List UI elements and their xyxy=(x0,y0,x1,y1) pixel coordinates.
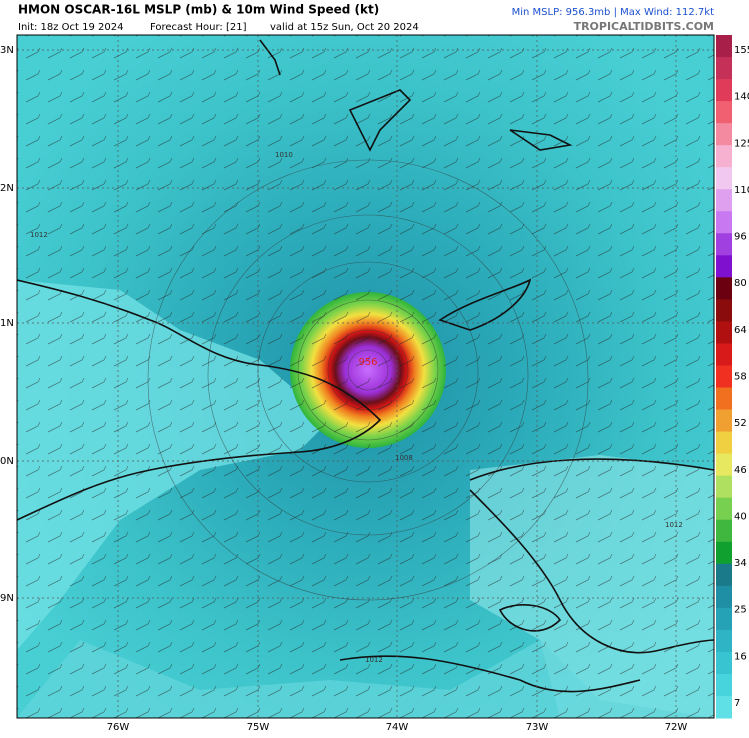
colorbar-cell xyxy=(716,431,732,455)
x-axis-label: 76W xyxy=(107,722,130,733)
colorbar-cell xyxy=(716,299,732,322)
colorbar-cell xyxy=(716,211,732,234)
colorbar-cell xyxy=(716,541,732,565)
map-frame xyxy=(16,34,715,719)
colorbar-cell xyxy=(716,35,732,58)
colorbar-label: 110 xyxy=(734,185,749,196)
x-axis-label: 75W xyxy=(247,722,270,733)
colorbar-cell xyxy=(716,387,732,411)
colorbar-label: 125 xyxy=(734,138,749,149)
colorbar-cell xyxy=(716,585,732,609)
y-axis-label: 1N xyxy=(0,318,14,329)
y-axis-label: 9N xyxy=(0,593,14,604)
colorbar-cell xyxy=(716,233,732,256)
colorbar-cell xyxy=(716,57,732,80)
colorbar-cell xyxy=(716,475,732,499)
isobar-label: 1010 xyxy=(275,151,293,159)
colorbar-cell xyxy=(716,695,732,719)
colorbar-cell xyxy=(716,321,732,344)
colorbar-label: 52 xyxy=(734,418,747,429)
forecast-hour: Forecast Hour: [21] xyxy=(150,22,247,33)
valid-time: valid at 15z Sun, Oct 20 2024 xyxy=(270,22,419,33)
isobars xyxy=(147,159,589,601)
y-axis-label: 0N xyxy=(0,456,14,467)
colorbar: 155 140 125 110 96 80 64 58 52 46 40 34 25 16 7 xyxy=(716,35,749,719)
init: Init: 18z Oct 19 2024 xyxy=(18,22,124,33)
colorbar-label: 46 xyxy=(734,465,747,476)
colorbar-label: 58 xyxy=(734,372,747,383)
colorbar-label: 16 xyxy=(734,651,747,662)
center-pressure: 956 xyxy=(358,357,377,368)
colorbar-label: 34 xyxy=(734,558,747,569)
x-axis-label: 72W xyxy=(665,722,688,733)
y-axis-label: 3N xyxy=(0,45,14,56)
coastlines xyxy=(17,39,714,693)
colorbar-cell xyxy=(716,629,732,653)
colorbar-cell xyxy=(716,189,732,212)
map-field: 956 1010 1012 1012 1012 1008 xyxy=(17,35,714,718)
source: TROPICALTIDBITS.COM xyxy=(574,20,714,33)
colorbar-label: 40 xyxy=(734,511,747,522)
colorbar-cell xyxy=(716,167,732,190)
colorbar-label: 80 xyxy=(734,278,747,289)
colorbar-label: 25 xyxy=(734,605,747,616)
colorbar-cell xyxy=(716,563,732,587)
isobar-label: 1012 xyxy=(665,521,683,529)
colorbar-cell xyxy=(716,673,732,697)
colorbar-label: 96 xyxy=(734,232,747,243)
stats: Min MSLP: 956.3mb | Max Wind: 112.7kt xyxy=(512,7,714,18)
colorbar-cell xyxy=(716,343,732,366)
x-axis-label: 73W xyxy=(526,722,549,733)
colorbar-label: 64 xyxy=(734,325,747,336)
colorbar-cell xyxy=(716,123,732,146)
colorbar-cell xyxy=(716,607,732,631)
isobar-label: 1008 xyxy=(395,454,413,462)
colorbar-label: 7 xyxy=(734,698,740,709)
colorbar-cell xyxy=(716,145,732,168)
colorbar-cell xyxy=(716,519,732,543)
axes: 76W 75W 74W 73W 72W 3N 2N 1N 0N 9N xyxy=(0,45,687,733)
colorbar-cell xyxy=(716,453,732,477)
isobar-label: 1012 xyxy=(365,656,383,664)
isobar-labels: 1010 1012 1012 1012 1008 xyxy=(30,151,683,664)
x-axis-label: 74W xyxy=(386,722,409,733)
graticule xyxy=(17,35,714,718)
colorbar-cell xyxy=(716,79,732,102)
colorbar-cell xyxy=(716,255,732,278)
colorbar-cell xyxy=(716,497,732,521)
colorbar-cell xyxy=(716,365,732,389)
isobar-label: 1012 xyxy=(30,231,48,239)
colorbar-label: 155 xyxy=(734,45,749,56)
title: HMON OSCAR-16L MSLP (mb) & 10m Wind Spee… xyxy=(18,3,379,17)
colorbar-cell xyxy=(716,277,732,300)
colorbar-cell xyxy=(716,101,732,124)
colorbar-cell xyxy=(716,651,732,675)
y-axis-label: 2N xyxy=(0,183,14,194)
colorbar-label: 140 xyxy=(734,92,749,103)
colorbar-cell xyxy=(716,409,732,433)
